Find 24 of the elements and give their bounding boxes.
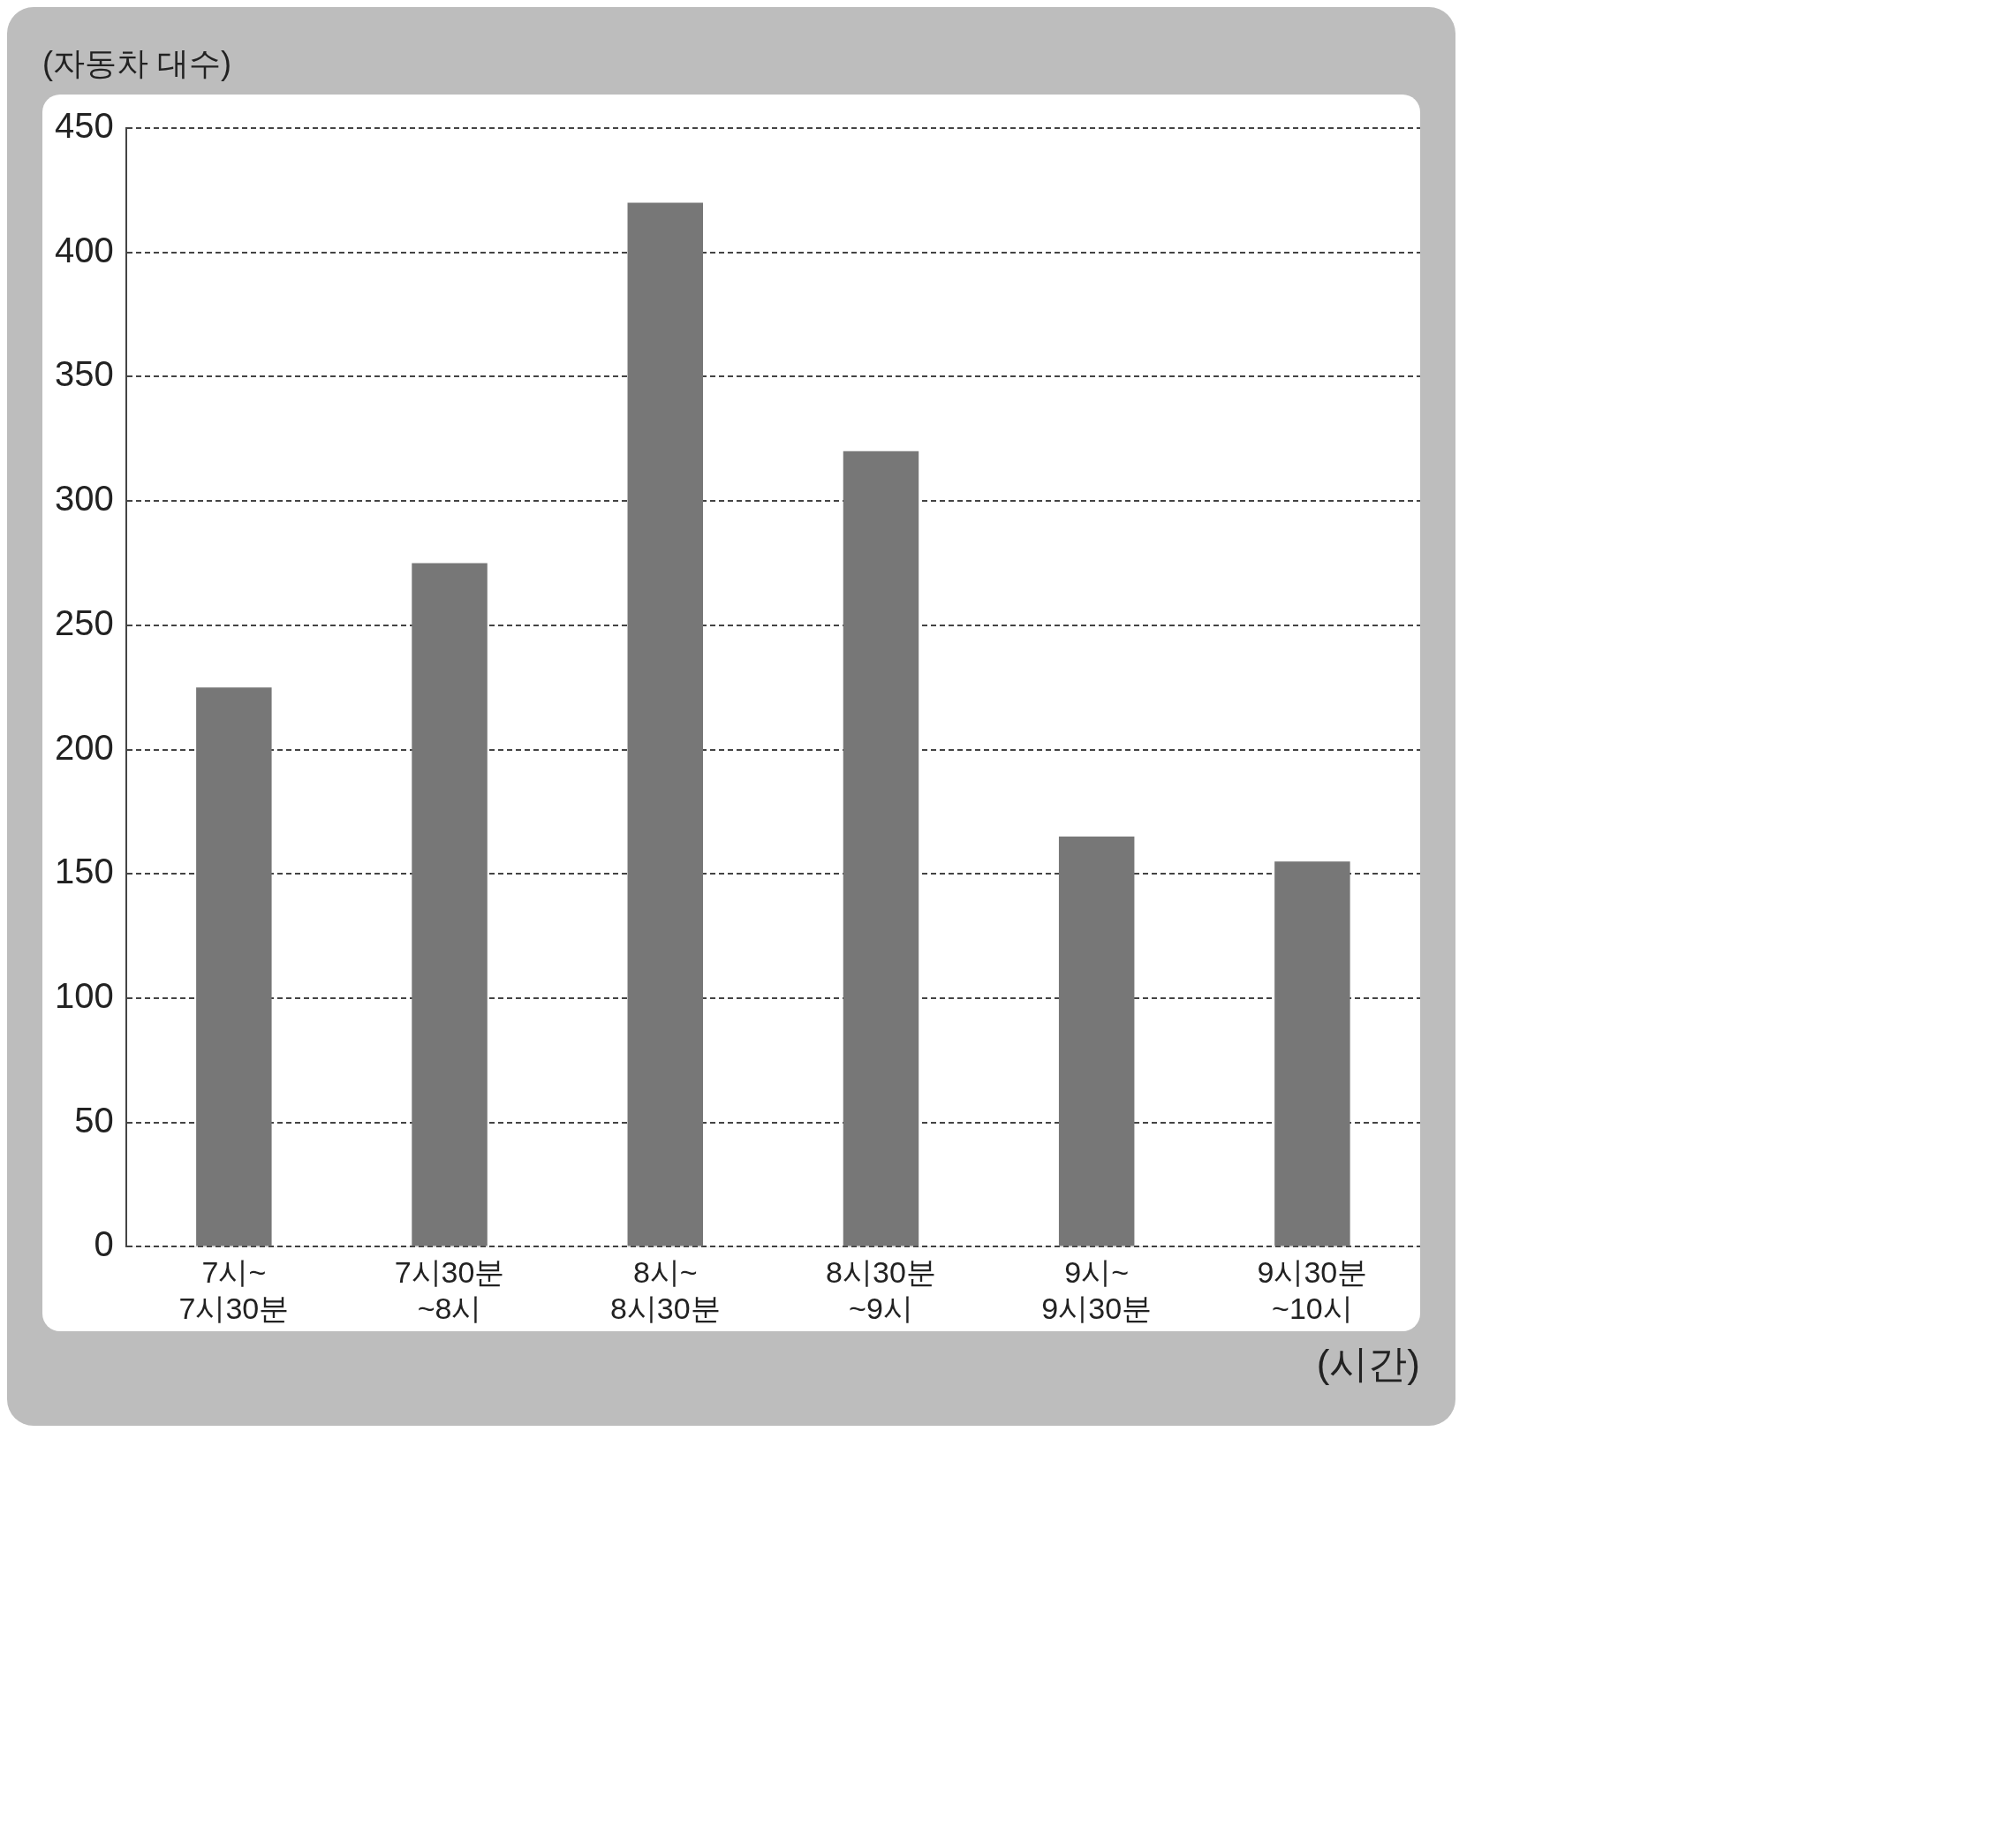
y-tick-label: 100 [54,976,114,1016]
y-axis-title: (자동차 대수) [42,44,232,83]
x-axis-title: (시간) [1315,1341,1420,1387]
y-tick-label: 450 [54,106,114,146]
bar [412,563,488,1246]
x-tick-label: 8시~ 8시30분 [609,1255,721,1325]
y-tick-label: 200 [54,727,114,767]
y-tick-label: 0 [94,1224,114,1264]
y-tick-label: 400 [54,230,114,269]
bar [843,451,919,1246]
x-tick-label: 9시~ 9시30분 [1041,1255,1153,1325]
x-tick-label: 7시~ 7시30분 [178,1255,290,1325]
bar [1058,837,1135,1246]
bar [1274,861,1350,1246]
y-tick-label: 50 [74,1100,114,1140]
bar [196,687,272,1246]
bar [627,202,703,1246]
x-tick-label: 8시30분 ~9시 [826,1255,936,1325]
x-tick-label: 9시30분 ~10시 [1257,1255,1368,1325]
x-tick-label: 7시30분 ~8시 [394,1255,505,1325]
y-tick-label: 250 [54,602,114,642]
y-tick-label: 350 [54,354,114,394]
y-tick-label: 150 [54,852,114,891]
y-tick-label: 300 [54,479,114,519]
